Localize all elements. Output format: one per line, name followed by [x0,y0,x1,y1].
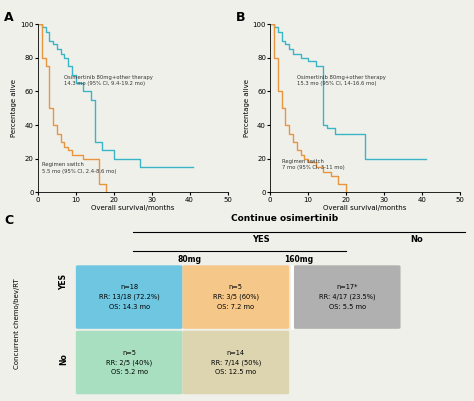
Text: A: A [4,10,13,24]
Text: Osimertinib 80mg+other therapy
15.3 mo (95% CI, 14-16.6 mo): Osimertinib 80mg+other therapy 15.3 mo (… [297,75,385,86]
Text: 160mg: 160mg [284,255,313,264]
FancyBboxPatch shape [182,331,289,394]
Text: No: No [60,353,68,365]
Text: Regimen switch
5.5 mo (95% CI, 2.4-8.6 mo): Regimen switch 5.5 mo (95% CI, 2.4-8.6 m… [42,162,116,174]
Text: No: No [411,235,423,245]
Text: n=14
RR: 7/14 (50%)
OS: 12.5 mo: n=14 RR: 7/14 (50%) OS: 12.5 mo [210,350,261,375]
Text: Continue osimertinib: Continue osimertinib [231,214,338,223]
Text: 80mg: 80mg [178,255,201,264]
Text: YES: YES [252,235,270,245]
Y-axis label: Percentage alive: Percentage alive [11,79,18,137]
X-axis label: Overall survival/months: Overall survival/months [91,205,174,211]
FancyBboxPatch shape [76,265,182,329]
Text: n=17*
RR: 4/17 (23.5%)
OS: 5.5 mo: n=17* RR: 4/17 (23.5%) OS: 5.5 mo [319,284,375,310]
Text: Regimen switch
7 mo (95% CI, 3-11 mo): Regimen switch 7 mo (95% CI, 3-11 mo) [282,159,344,170]
FancyBboxPatch shape [294,265,401,329]
X-axis label: Overall survival/months: Overall survival/months [323,205,407,211]
Text: n=5
RR: 2/5 (40%)
OS: 5.2 mo: n=5 RR: 2/5 (40%) OS: 5.2 mo [106,350,152,375]
Text: B: B [236,10,246,24]
Text: YES: YES [60,273,68,290]
Text: n=18
RR: 13/18 (72.2%)
OS: 14.3 mo: n=18 RR: 13/18 (72.2%) OS: 14.3 mo [99,284,160,310]
Text: Osimertinib 80mg+other therapy
14.3 mo (95% CI, 9.4-19.2 mo): Osimertinib 80mg+other therapy 14.3 mo (… [64,75,153,86]
FancyBboxPatch shape [182,265,289,329]
Y-axis label: Percentage alive: Percentage alive [244,79,250,137]
Text: n=5
RR: 3/5 (60%)
OS: 7.2 mo: n=5 RR: 3/5 (60%) OS: 7.2 mo [213,284,259,310]
Text: Concurrent chemo/bev/RT: Concurrent chemo/bev/RT [14,279,19,369]
Text: C: C [5,214,14,227]
FancyBboxPatch shape [76,331,182,394]
